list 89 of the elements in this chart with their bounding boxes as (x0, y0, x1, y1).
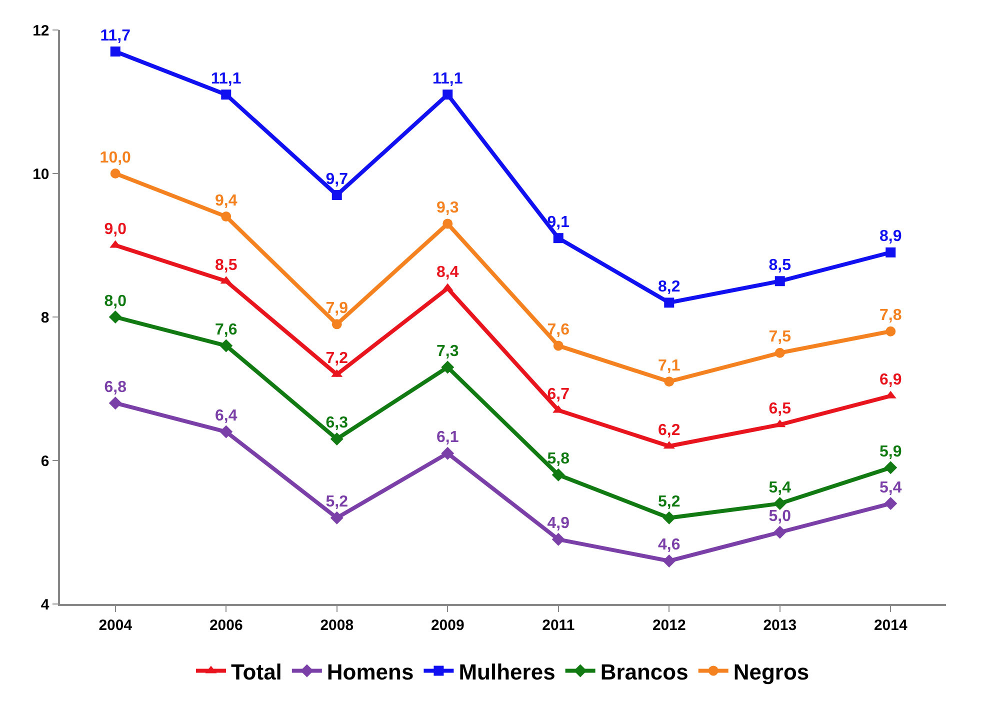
point (221, 90, 232, 100)
point (773, 497, 786, 510)
data-label: 5,8 (547, 450, 570, 468)
data-label: 5,4 (880, 479, 902, 496)
data-label: 7,6 (215, 321, 238, 338)
point (774, 348, 785, 358)
point (664, 376, 674, 387)
point (332, 319, 342, 330)
point (441, 446, 454, 460)
point (553, 233, 564, 244)
point (886, 247, 896, 258)
data-label: 5,2 (658, 494, 680, 511)
data-label: 6,3 (326, 414, 348, 432)
legend-label: Total (231, 659, 282, 684)
data-label: 7,6 (547, 321, 570, 338)
point (220, 425, 233, 438)
data-label: 8,2 (658, 278, 680, 296)
data-label: 6,2 (658, 422, 680, 439)
data-label: 6,7 (547, 386, 570, 404)
x-tick-label: 2011 (542, 616, 575, 634)
data-label: 7,5 (768, 328, 792, 346)
point (884, 497, 898, 510)
x-tick-label: 2014 (874, 616, 908, 634)
data-label: 7,2 (326, 350, 348, 368)
data-label: 6,8 (104, 378, 127, 396)
data-label: 9,7 (326, 170, 348, 188)
point (662, 554, 676, 568)
x-tick-label: 2008 (320, 616, 354, 634)
point (552, 468, 565, 482)
data-label: 5,4 (768, 479, 792, 496)
data-label: 9,3 (436, 199, 459, 216)
y-tick-label: 6 (40, 452, 50, 470)
point (552, 532, 565, 546)
point (220, 339, 233, 352)
x-tick-label: 2013 (763, 616, 797, 634)
y-tick-label: 4 (40, 596, 50, 614)
point (553, 340, 564, 351)
data-label: 4,9 (547, 515, 570, 532)
data-label: 5,9 (880, 443, 902, 460)
point (884, 461, 898, 474)
data-label: 8,9 (880, 228, 902, 246)
x-tick-label: 2012 (652, 616, 686, 634)
point (773, 526, 786, 539)
data-label: 9,0 (104, 221, 127, 238)
point (332, 190, 342, 200)
x-tick-label: 2006 (209, 616, 243, 634)
data-label: 8,5 (215, 256, 238, 274)
data-label: 7,8 (880, 307, 902, 324)
point (221, 212, 232, 222)
point (442, 218, 453, 229)
data-label: 10,0 (100, 149, 132, 166)
data-label: 7,3 (436, 342, 459, 360)
data-label: 7,1 (658, 357, 680, 374)
y-tick-label: 8 (40, 309, 50, 326)
legend-label: Negros (733, 659, 810, 684)
point (108, 396, 122, 410)
legend-label: Mulheres (458, 659, 556, 684)
data-label: 11,1 (432, 70, 463, 88)
point (330, 432, 344, 446)
data-label: 9,4 (215, 192, 238, 210)
y-tick-label: 10 (32, 166, 50, 183)
data-label: 8,4 (436, 264, 459, 282)
data-label: 5,0 (768, 508, 792, 525)
legend-label: Brancos (600, 659, 688, 684)
point (330, 511, 344, 524)
point (662, 511, 676, 524)
data-label: 8,0 (104, 292, 127, 310)
point (664, 298, 674, 308)
data-label: 11,1 (210, 70, 242, 88)
data-label: 7,9 (326, 300, 348, 317)
x-tick-label: 2009 (430, 616, 464, 634)
point (110, 46, 120, 57)
point (441, 360, 454, 374)
data-label: 11,7 (100, 27, 131, 44)
point (774, 276, 785, 286)
point (886, 326, 896, 336)
x-tick-label: 2004 (98, 616, 133, 634)
data-label: 6,4 (215, 408, 238, 425)
data-label: 6,1 (436, 429, 459, 446)
point (110, 168, 120, 178)
data-label: 6,5 (768, 400, 792, 418)
legend-label: Homens (326, 659, 414, 684)
point (442, 90, 453, 100)
data-label: 8,5 (768, 256, 792, 274)
data-label: 4,6 (658, 536, 680, 554)
y-tick-label: 12 (32, 22, 50, 40)
point (108, 310, 122, 324)
data-label: 6,9 (880, 372, 902, 389)
data-label: 5,2 (326, 494, 348, 511)
